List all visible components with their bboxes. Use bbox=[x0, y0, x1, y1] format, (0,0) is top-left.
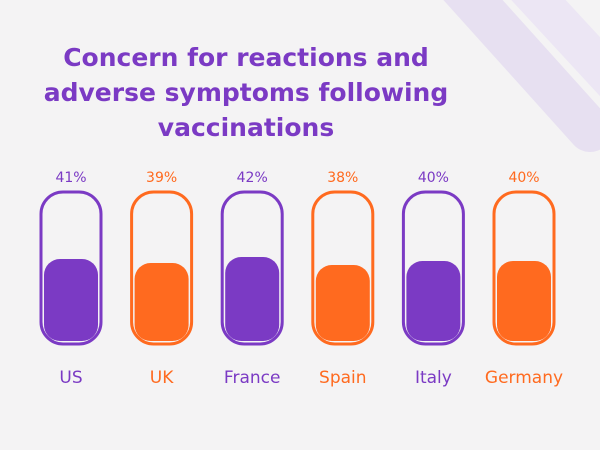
category-label-us: US bbox=[59, 368, 82, 388]
bar-fill-spain bbox=[315, 265, 370, 341]
category-label-spain: Spain bbox=[319, 368, 367, 388]
bar-group-spain: 38% Spain bbox=[311, 170, 375, 388]
bar-fill-italy bbox=[406, 261, 461, 341]
bar-group-germany: 40% Germany bbox=[485, 170, 563, 388]
chart-title-line-3: vaccinations bbox=[157, 113, 335, 142]
bar-group-us: 41% US bbox=[39, 170, 103, 388]
value-label-us: 41% bbox=[55, 170, 86, 186]
bar-fill-france bbox=[225, 257, 280, 341]
value-label-germany: 40% bbox=[508, 170, 539, 186]
bar-group-uk: 39% UK bbox=[130, 170, 194, 388]
bar-capsule-spain bbox=[311, 190, 375, 346]
bar-capsule-france bbox=[220, 190, 284, 346]
bar-capsule-uk bbox=[130, 190, 194, 346]
bar-capsule-us bbox=[39, 190, 103, 346]
chart-title-line-2: adverse symptoms following bbox=[43, 78, 449, 107]
bar-group-france: 42% France bbox=[220, 170, 284, 388]
value-label-uk: 39% bbox=[146, 170, 177, 186]
bar-capsule-italy bbox=[401, 190, 465, 346]
value-label-spain: 38% bbox=[327, 170, 358, 186]
bar-fill-us bbox=[44, 259, 98, 341]
bar-fill-uk bbox=[134, 263, 189, 341]
category-label-uk: UK bbox=[150, 368, 174, 388]
value-label-italy: 40% bbox=[418, 170, 449, 186]
bar-group-italy: 40% Italy bbox=[401, 170, 465, 388]
category-label-germany: Germany bbox=[485, 368, 563, 388]
bar-capsule-germany bbox=[492, 190, 556, 346]
value-label-france: 42% bbox=[237, 170, 268, 186]
category-label-italy: Italy bbox=[415, 368, 452, 388]
chart-title-line-1: Concern for reactions and bbox=[63, 43, 429, 72]
bar-fill-germany bbox=[497, 261, 551, 341]
chart-title: Concern for reactions and adverse sympto… bbox=[0, 40, 492, 145]
category-label-france: France bbox=[224, 368, 281, 388]
